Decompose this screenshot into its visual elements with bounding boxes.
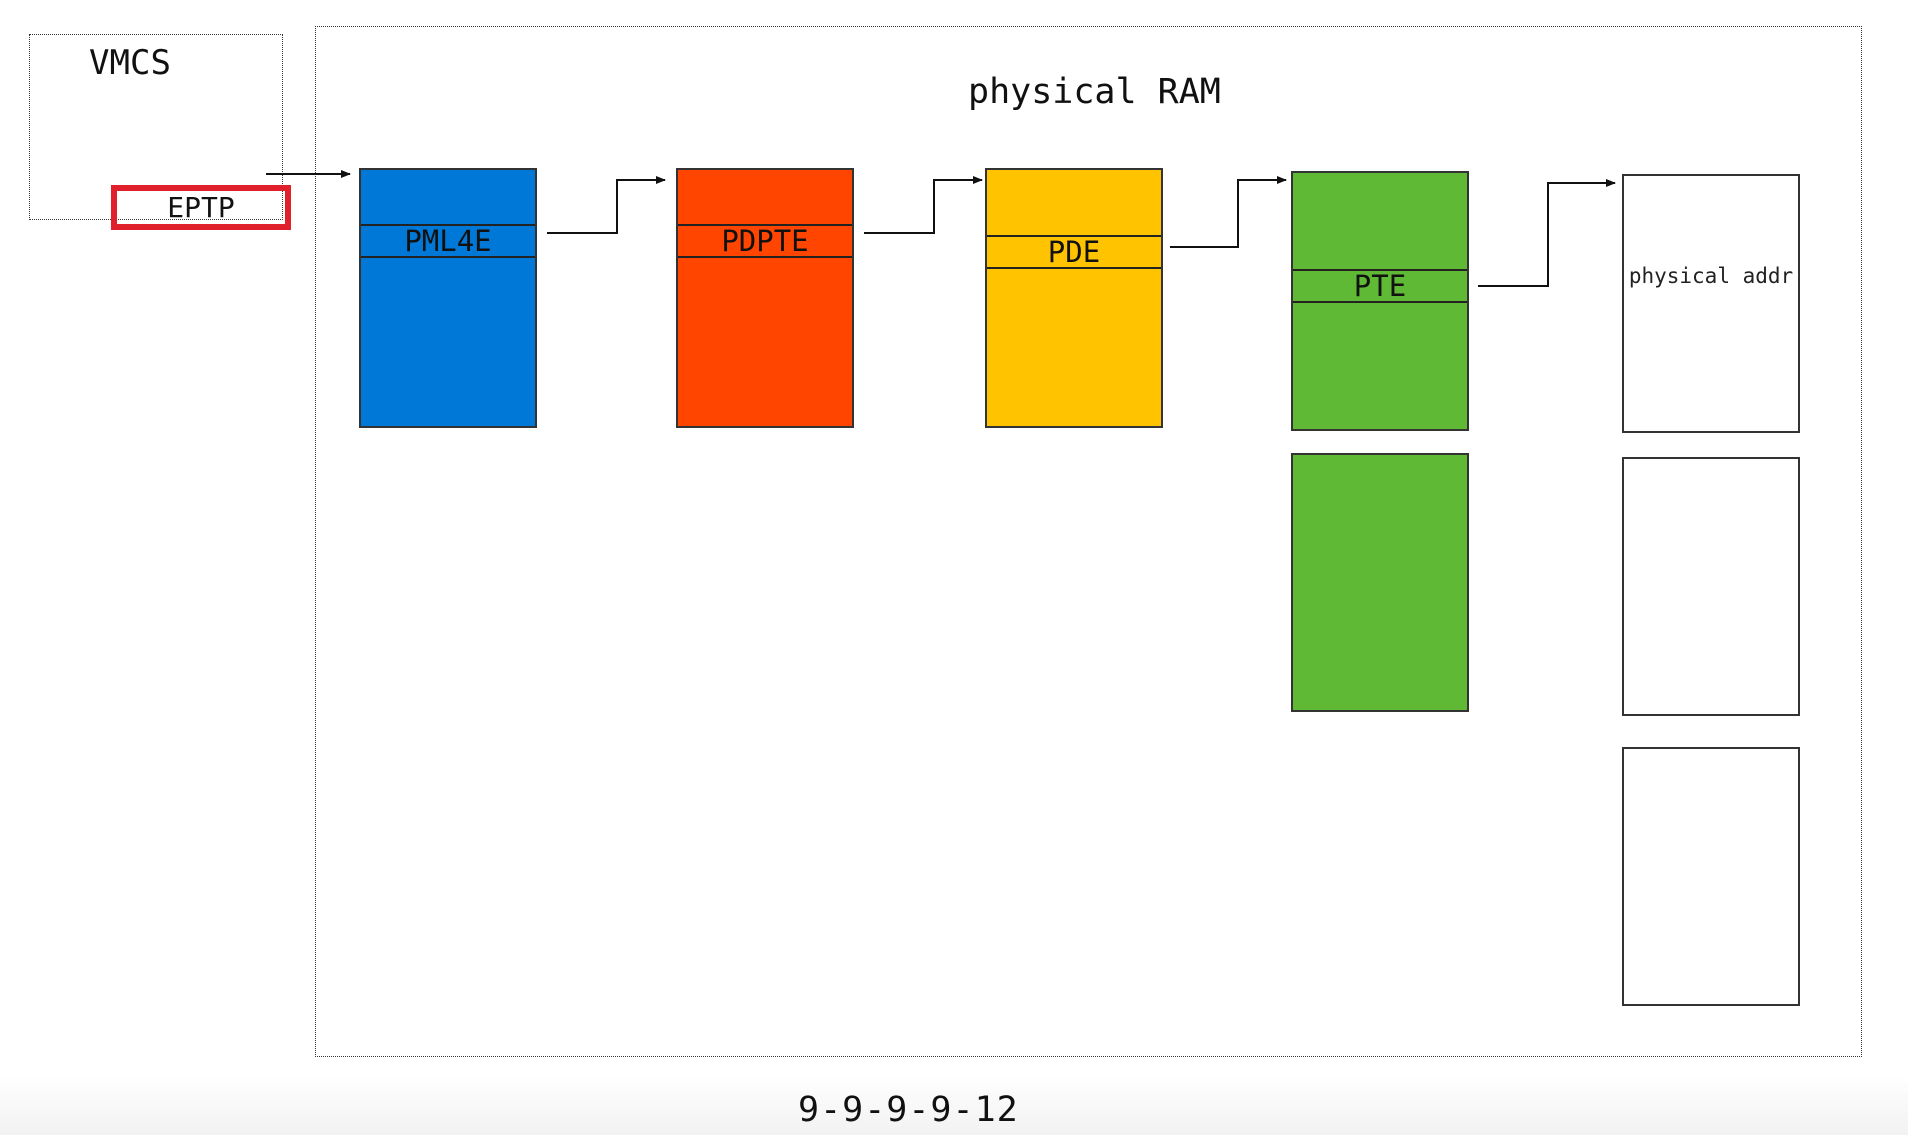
pd-table: PDE [985,168,1163,428]
arrow-pde-to-pt [1170,176,1287,248]
pde-entry: PDE [987,235,1161,269]
pdpt-table: PDPTE [676,168,854,428]
arrow-pml4e-to-pdpt [547,176,666,234]
physical-page-3 [1622,747,1800,1006]
pte-entry: PTE [1293,269,1467,303]
pml4e-entry: PML4E [361,224,535,258]
eptp-field: EPTP [111,185,291,230]
pt-table: PTE [1291,171,1469,431]
vmcs-title: VMCS [89,43,171,83]
physical-page-2 [1622,457,1800,716]
pdpte-entry: PDPTE [678,224,852,258]
bit-split-caption: 9-9-9-9-12 [798,1090,1019,1130]
vmcs-box: VMCS EPTP [29,34,291,230]
physical-ram-title: physical RAM [968,72,1221,112]
pt-table-2 [1291,453,1469,712]
bottom-fade [0,1075,1908,1135]
pml4-table: PML4E [359,168,537,428]
physical-addr-label: physical addr [1628,264,1794,288]
arrow-pdpte-to-pd [864,176,983,234]
physical-page-1: physical addr [1622,174,1800,433]
arrow-pte-to-page [1478,179,1616,287]
